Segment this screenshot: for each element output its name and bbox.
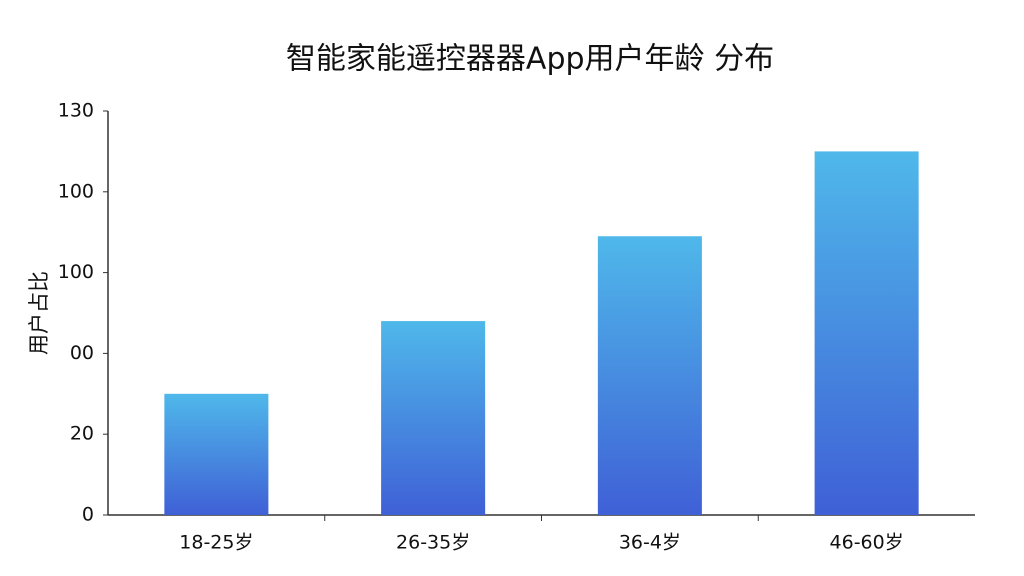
y-tick-label: 100 bbox=[58, 180, 94, 202]
x-tick-label: 18-25岁 bbox=[179, 532, 253, 554]
bar bbox=[164, 393, 269, 515]
y-axis-label: 用户占比 bbox=[27, 271, 51, 355]
x-tick-label: 46-60岁 bbox=[830, 532, 904, 554]
bar bbox=[814, 151, 919, 515]
chart-title: 智能家能遥控器器App用户年龄 分布 bbox=[286, 42, 774, 77]
y-tick-label: 130 bbox=[58, 100, 94, 122]
y-tick-label: 0 bbox=[82, 504, 94, 526]
bar bbox=[381, 321, 486, 515]
y-tick-label: 20 bbox=[70, 423, 94, 445]
x-tick-label: 36-4岁 bbox=[619, 532, 681, 554]
y-tick-label: 100 bbox=[58, 261, 94, 283]
bar bbox=[597, 236, 702, 516]
x-tick-label: 26-35岁 bbox=[396, 532, 470, 554]
y-tick-label: 00 bbox=[70, 342, 94, 364]
